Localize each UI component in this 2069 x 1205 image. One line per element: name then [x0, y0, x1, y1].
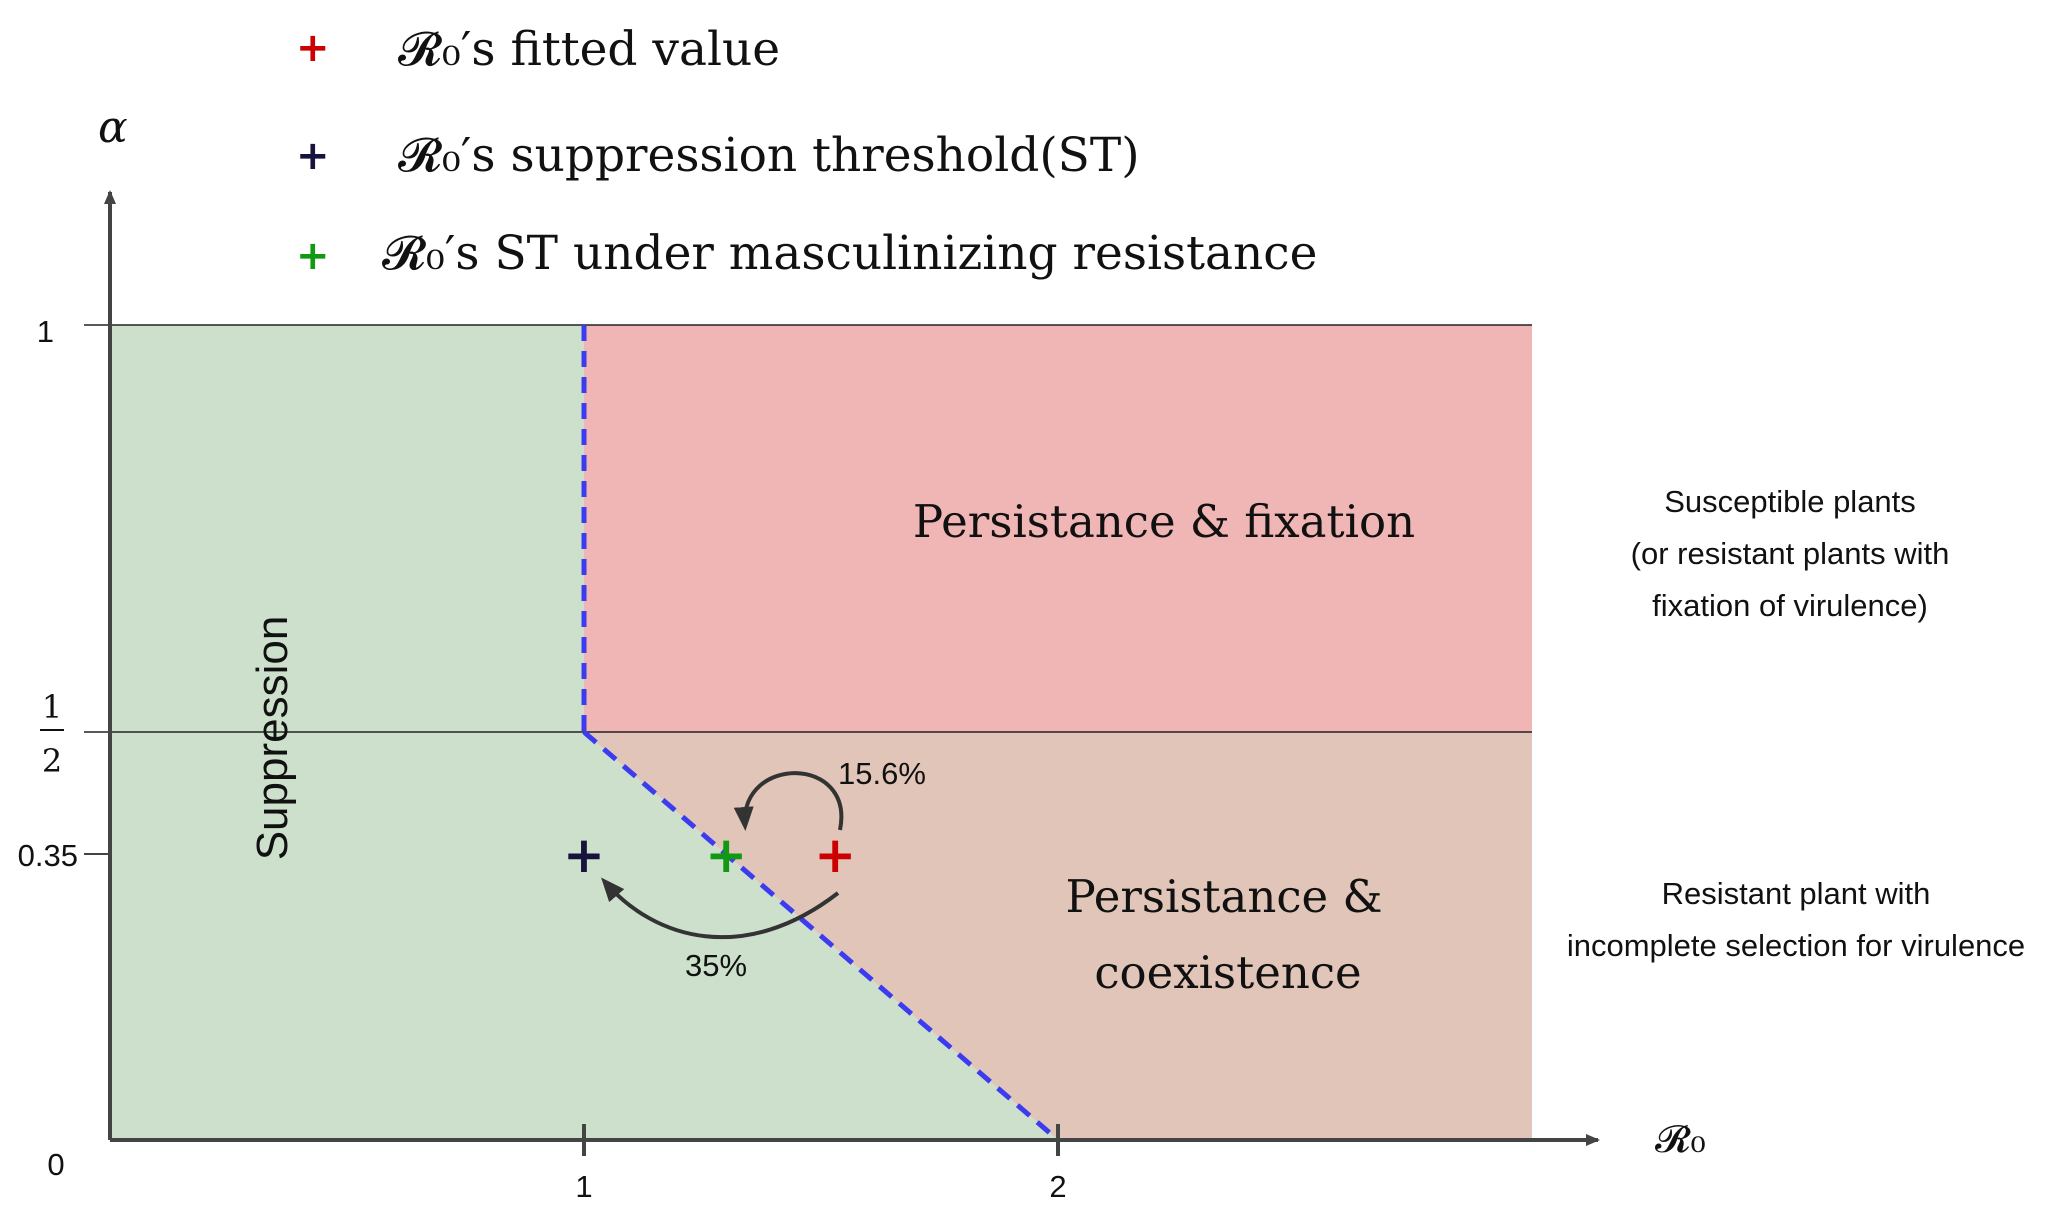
legend-marker-fitted: + — [296, 25, 330, 71]
fixation-region — [584, 325, 1532, 732]
legend-marker-threshold: + — [296, 133, 330, 179]
x-tick-label-1: 1 — [575, 1169, 592, 1204]
y-axis-label: α — [98, 102, 128, 153]
masculinizing-marker: + — [705, 826, 747, 884]
arrow-fitted-to-masculinizing — [733, 771, 844, 831]
side-note-top-line3: fixation of virulence) — [1652, 588, 1928, 623]
y-tick-half-numerator: 1 — [42, 688, 62, 726]
arrow-bottom-percentage: 35% — [685, 948, 747, 983]
suppression-label: Suppression — [248, 616, 297, 861]
fitted-marker: + — [814, 826, 856, 884]
y-tick-label-035: 0.35 — [18, 838, 78, 873]
diagonal-boundary — [582, 730, 1060, 1142]
threshold-marker: + — [563, 826, 605, 884]
fixation-label: Persistance & fixation — [913, 495, 1415, 548]
x-tick-label-2: 2 — [1049, 1169, 1066, 1204]
x-axis-label: 𝓡₀ — [1655, 1117, 1706, 1161]
side-note-bottom-line1: Resistant plant with — [1661, 876, 1931, 911]
legend-label-fitted: 𝓡₀′s fitted value — [398, 22, 781, 77]
origin-label: 0 — [47, 1147, 64, 1182]
legend-marker-masculinizing: + — [296, 233, 330, 279]
coexistence-label-line1: Persistance & — [1065, 870, 1382, 923]
arrow-top-percentage: 15.6% — [838, 756, 926, 791]
side-note-top: Susceptible plants (or resistant plants … — [1580, 476, 2000, 632]
side-note-top-line1: Susceptible plants — [1664, 484, 1916, 519]
arrow-fitted-to-threshold — [601, 877, 840, 940]
coexistence-label-line2: coexistence — [1094, 946, 1361, 999]
coexistence-region — [584, 732, 1532, 1140]
side-note-bottom-line2: incomplete selection for virulence — [1566, 928, 2026, 963]
legend-label-masculinizing: 𝓡₀′s ST under masculinizing resistance — [382, 226, 1318, 281]
side-note-top-line2: (or resistant plants with — [1630, 536, 1950, 571]
y-tick-label-1: 1 — [37, 314, 54, 349]
y-tick-half-denominator: 2 — [42, 742, 62, 780]
side-note-bottom: Resistant plant with incomplete selectio… — [1536, 868, 2056, 972]
legend-label-threshold: 𝓡₀′s suppression threshold(ST) — [398, 128, 1140, 183]
